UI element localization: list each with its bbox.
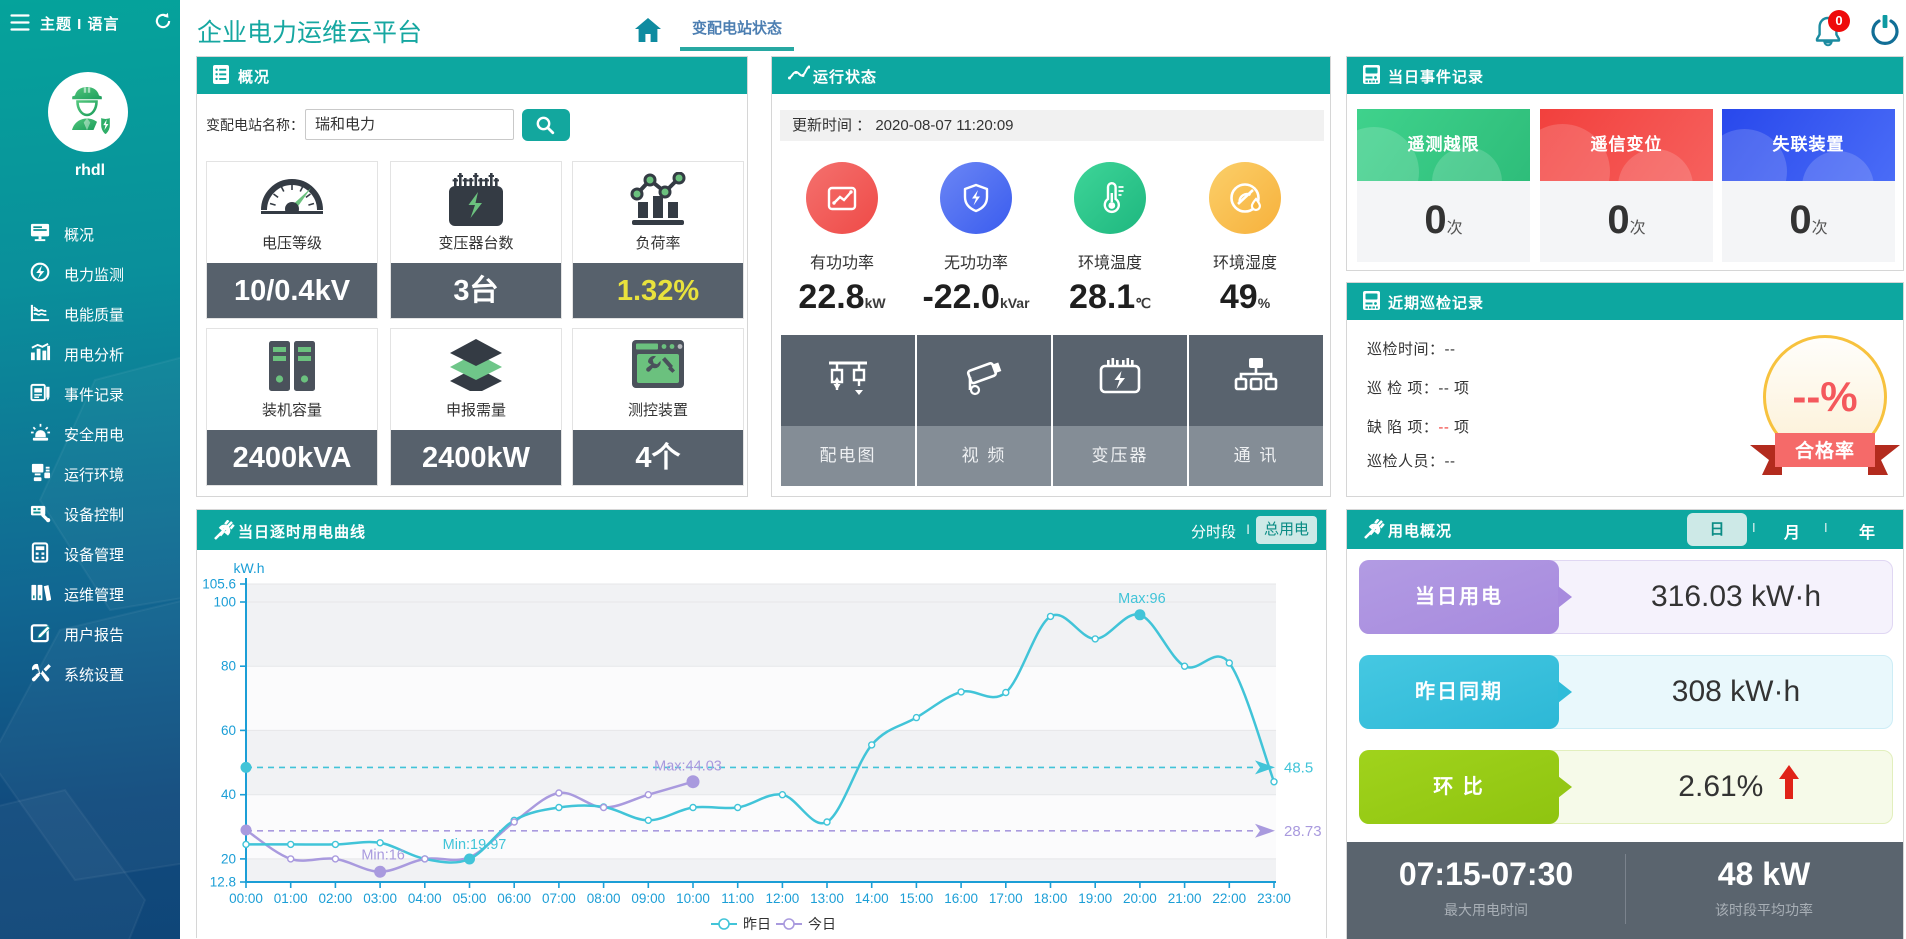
svg-text:08:00: 08:00 <box>587 891 621 906</box>
svg-text:12.8: 12.8 <box>210 875 236 890</box>
svg-text:22:00: 22:00 <box>1212 891 1246 906</box>
svg-text:16:00: 16:00 <box>944 891 978 906</box>
svg-text:合格率: 合格率 <box>1795 439 1855 462</box>
svg-text:100: 100 <box>213 595 236 610</box>
svg-text:48.5: 48.5 <box>1284 759 1313 776</box>
svg-text:04:00: 04:00 <box>408 891 442 906</box>
svg-text:19:00: 19:00 <box>1078 891 1112 906</box>
svg-text:kW.h: kW.h <box>233 560 264 576</box>
svg-text:07:00: 07:00 <box>542 891 576 906</box>
svg-text:12:00: 12:00 <box>766 891 800 906</box>
svg-text:Min:19.97: Min:19.97 <box>443 837 507 853</box>
svg-text:15:00: 15:00 <box>900 891 934 906</box>
svg-text:09:00: 09:00 <box>631 891 665 906</box>
svg-text:06:00: 06:00 <box>497 891 531 906</box>
svg-text:03:00: 03:00 <box>363 891 397 906</box>
svg-text:80: 80 <box>221 659 236 674</box>
svg-text:28.73: 28.73 <box>1284 823 1322 840</box>
svg-text:20:00: 20:00 <box>1123 891 1157 906</box>
svg-text:01:00: 01:00 <box>274 891 308 906</box>
svg-text:昨日: 昨日 <box>743 916 771 932</box>
svg-text:11:00: 11:00 <box>721 891 754 906</box>
svg-text:Min:16: Min:16 <box>361 848 405 864</box>
svg-text:Max:44.03: Max:44.03 <box>654 759 722 775</box>
svg-text:18:00: 18:00 <box>1034 891 1068 906</box>
svg-text:14:00: 14:00 <box>855 891 889 906</box>
svg-text:21:00: 21:00 <box>1168 891 1202 906</box>
svg-text:05:00: 05:00 <box>453 891 487 906</box>
svg-text:今日: 今日 <box>808 916 836 932</box>
svg-text:60: 60 <box>221 723 236 738</box>
svg-text:10:00: 10:00 <box>676 891 710 906</box>
svg-text:20: 20 <box>221 851 236 866</box>
svg-text:23:00: 23:00 <box>1257 891 1291 906</box>
svg-text:40: 40 <box>221 787 236 802</box>
svg-text:02:00: 02:00 <box>319 891 353 906</box>
svg-text:Max:96: Max:96 <box>1118 591 1166 607</box>
svg-text:105.6: 105.6 <box>202 577 236 592</box>
svg-text:00:00: 00:00 <box>229 891 263 906</box>
svg-text:17:00: 17:00 <box>989 891 1023 906</box>
svg-text:13:00: 13:00 <box>810 891 844 906</box>
